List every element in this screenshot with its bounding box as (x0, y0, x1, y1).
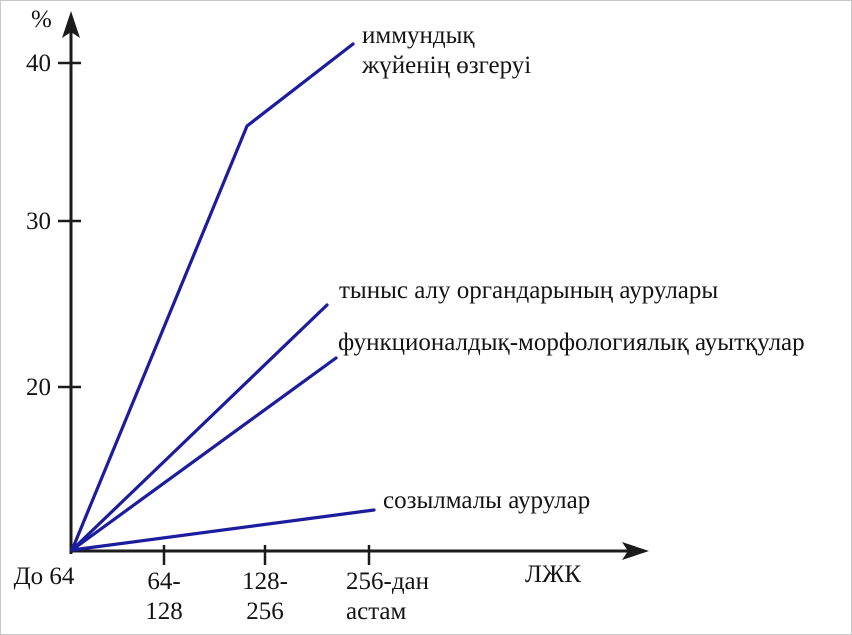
x-tick-label-256plus: 256-дан астам (346, 568, 430, 625)
x-tick-label-128-256: 128- 256 (242, 568, 288, 625)
y-axis-arrow-icon (62, 11, 80, 38)
series-label-immune: иммундық жүйенің өзгеруі (362, 22, 532, 79)
y-axis-unit-label: % (31, 6, 52, 33)
series-line (70, 508, 376, 552)
series-lines (70, 42, 376, 552)
series-label-functional: функционалдық-морфологиялық ауытқулар (338, 329, 805, 356)
x-tick-label-do64: До 64 (13, 563, 75, 590)
y-tick-label-20: 20 (26, 374, 51, 401)
y-tick-label-40: 40 (26, 50, 51, 77)
series-line (70, 42, 355, 552)
x-axis-arrow-icon (622, 542, 649, 560)
series-label-respiratory: тыныс алу органдарының аурулары (339, 277, 719, 304)
x-tick-label-64-128: 64- 128 (145, 568, 183, 625)
series-label-chronic: созылмалы аурулар (383, 487, 591, 514)
x-axis-title: ЛЖК (524, 561, 582, 588)
series-line (70, 303, 329, 552)
y-tick-label-30: 30 (26, 208, 51, 235)
series-line (70, 356, 338, 552)
